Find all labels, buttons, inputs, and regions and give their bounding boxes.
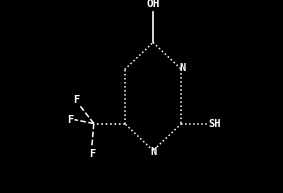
Text: OH: OH [146, 0, 160, 9]
Text: SH: SH [209, 119, 221, 129]
Text: F: F [67, 115, 74, 125]
Text: N: N [150, 147, 156, 157]
Text: N: N [179, 63, 186, 73]
Text: F: F [89, 149, 95, 159]
Text: F: F [73, 95, 79, 105]
